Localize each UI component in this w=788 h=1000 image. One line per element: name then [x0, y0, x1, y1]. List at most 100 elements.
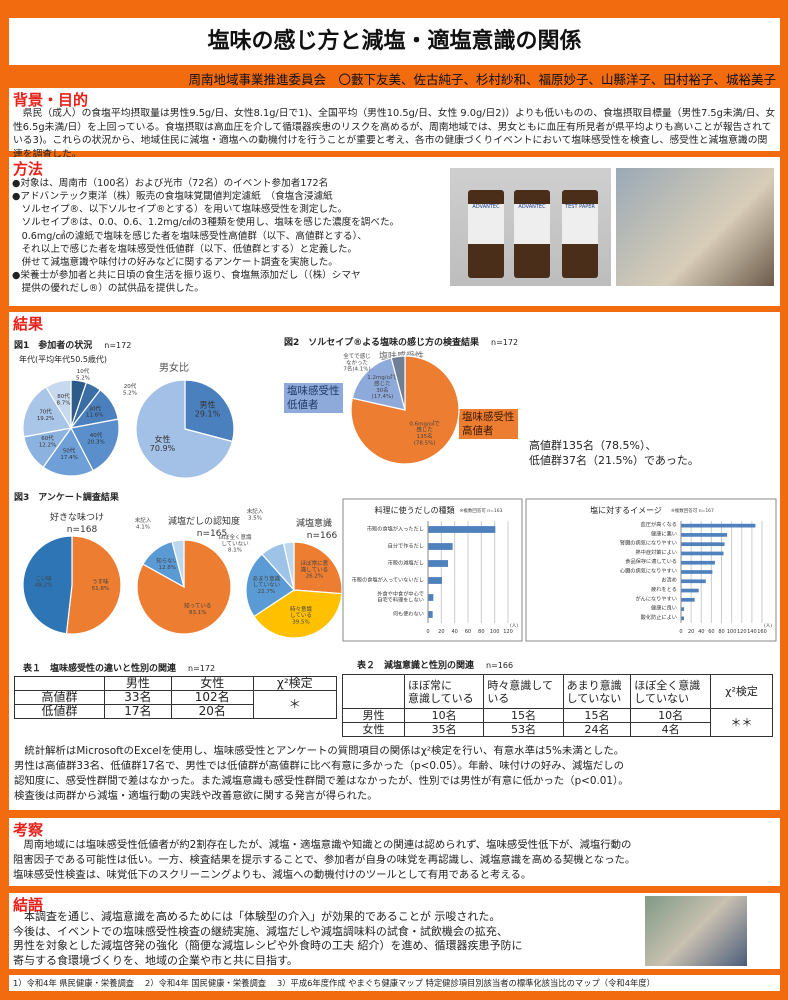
pie-slice: [42, 426, 94, 477]
pie-slice: [135, 379, 234, 479]
pie-slice: [70, 418, 120, 472]
bar-category-label: 疲れをとる: [651, 585, 677, 593]
pie-slice-label: 1.2mg/㎠で感じた 30名(17.4%): [367, 373, 398, 400]
pie-n: n=165: [197, 529, 227, 539]
background-heading: 背景・目的: [13, 91, 89, 109]
x-tick-label: 40: [451, 629, 457, 635]
bar-chart-note: ※複数回答可 n=163: [460, 507, 503, 514]
x-tick-label: 0: [426, 629, 429, 635]
pie-slice-label: 30代 11.6%: [86, 404, 103, 418]
bottle-label: ADVANTEC: [468, 204, 504, 244]
bar-chart-title: 料理に使うだしの種類: [375, 505, 455, 515]
pie-slice-label: うす味 51.8%: [92, 578, 109, 592]
bar: [428, 560, 448, 567]
pie-slice: [390, 355, 406, 411]
cell: 17名: [104, 704, 172, 719]
table-row: 高値群 33名 102名＊: [14, 690, 338, 719]
background-section: 背景・目的 県民（成人）の食塩平均摂取量は男性9.5g/日、女性8.1g/日で1…: [9, 88, 780, 160]
pie-slice-label: 60代 12.2%: [39, 434, 56, 448]
pie-slice: [22, 386, 72, 438]
table2-caption: 表２ 減塩意識と性別の関連: [357, 661, 475, 671]
bar: [428, 594, 434, 601]
table-row: 低値群 17名 20名: [14, 704, 337, 719]
table2-n: n=166: [486, 661, 514, 670]
bar-category-label: 食品保存に適している: [625, 557, 677, 565]
table1: 男性 女性 χ²検定 高値群 33名 102名＊ 低値群 17名 20名: [14, 676, 338, 719]
fig2-n: n=172: [491, 338, 519, 347]
table-header: ほぼ常に 意識している: [403, 674, 485, 709]
cell: 10名: [630, 708, 711, 723]
bar: [428, 543, 453, 550]
table-header: あまり意識 していない: [562, 674, 632, 709]
event-photo: [645, 896, 747, 966]
table-header: 時々意識して いる: [483, 674, 564, 709]
x-axis-unit: (人): [510, 623, 518, 629]
x-tick-label: 40: [698, 629, 704, 635]
cell: 15名: [562, 708, 632, 723]
age-chart-title: 年代(平均年代50.5歳代): [19, 355, 108, 364]
table-header: ほぼ全く意識 していない: [630, 674, 711, 709]
bar: [681, 579, 706, 584]
fig3-caption: 図3 アンケート調査結果: [14, 493, 119, 503]
results-heading: 結果: [13, 315, 44, 333]
pie-slice-label: あまり意識していない 22.7%: [253, 574, 281, 595]
bottle-label: TEST PAPER: [562, 204, 598, 244]
bar-chart-frame: [525, 498, 777, 642]
pie-slice: [65, 535, 122, 635]
conclusion-heading: 結語: [13, 896, 44, 914]
cell: 15名: [483, 708, 564, 723]
pie-slice: [171, 539, 185, 588]
x-tick-label: 160: [757, 629, 767, 635]
cell: 24名: [562, 722, 632, 737]
bar: [681, 542, 725, 547]
pie-slice: [282, 541, 295, 591]
bar-chart-frame: [342, 498, 523, 642]
bar-category-label: お清め: [661, 576, 677, 584]
table2: ほぼ常に 意識している 時々意識して いる あまり意識 していない ほぼ全く意識 して…: [342, 674, 773, 737]
bar: [428, 611, 433, 618]
bar-category-label: 健康に良い: [651, 604, 677, 612]
bar: [681, 560, 715, 565]
bar-category-label: がんになりやすい: [635, 594, 677, 602]
cell: 53名: [483, 722, 564, 737]
pie-slice-label: 80代 8.7%: [56, 392, 70, 406]
pie-slice: [245, 553, 295, 618]
significance: ＊＊: [710, 708, 773, 737]
methods-item: ●対象は、周南市（100名）および光市（72名）のイベント参加者172名: [12, 178, 329, 189]
pie-slice-label: 未記入 3.5%: [247, 507, 264, 521]
pie-slice-label: ほぼ全く意識していない 8.1%: [218, 533, 252, 554]
cell: 高値群: [14, 690, 105, 705]
pie-slice-label: 20代 5.2%: [123, 382, 137, 396]
x-tick-label: 60: [465, 629, 471, 635]
bar: [681, 523, 756, 528]
high-group-label: 塩味感受性 高値者: [459, 409, 518, 439]
pie-n: n=168: [67, 525, 98, 535]
methods-heading: 方法: [13, 160, 44, 178]
cell: 33名: [104, 690, 172, 705]
table1-n: n=172: [188, 664, 216, 673]
bar: [428, 577, 442, 584]
bar: [681, 551, 724, 556]
bar-category-label: 外食や中食が中心で自宅で料理をしない: [377, 589, 424, 603]
x-tick-label: 120: [503, 629, 513, 635]
bar-category-label: 熱中症対策によい: [635, 548, 677, 556]
discussion-heading: 考察: [13, 821, 44, 839]
fig1-caption: 図1 参加者の状況: [14, 341, 93, 351]
bar-category-label: 何も使わない: [393, 609, 424, 617]
x-tick-label: 120: [737, 629, 747, 635]
pie-slice-label: 未記入 4.1%: [135, 516, 152, 530]
x-tick-label: 80: [718, 629, 724, 635]
table-row: 女性 35名 53名 24名 4名: [342, 722, 773, 737]
pie-slice: [45, 379, 72, 431]
pie-slice-label: 40代 20.3%: [87, 431, 104, 445]
bar-chart-note: ※複数回答可 n=167: [671, 507, 714, 514]
pie-charts: 10代 5.2% 20代 5.2% 30代 11.6% 40代 20.3% 50代 17.4% 60…: [22, 352, 460, 639]
pie-title: 好きな味つけ: [50, 511, 104, 523]
pie-title: 減塩だしの認知度: [168, 515, 240, 527]
bar-category-label: 酸化防止によい: [641, 613, 677, 621]
methods-section: 方法 ●対象は、周南市（100名）および光市（72名）のイベント参加者172名 …: [9, 157, 780, 306]
bar-category-label: 健康に悪い: [651, 529, 677, 537]
low-group-label: 塩味感受性 低値者: [284, 383, 343, 413]
x-tick-label: 20: [438, 629, 444, 635]
